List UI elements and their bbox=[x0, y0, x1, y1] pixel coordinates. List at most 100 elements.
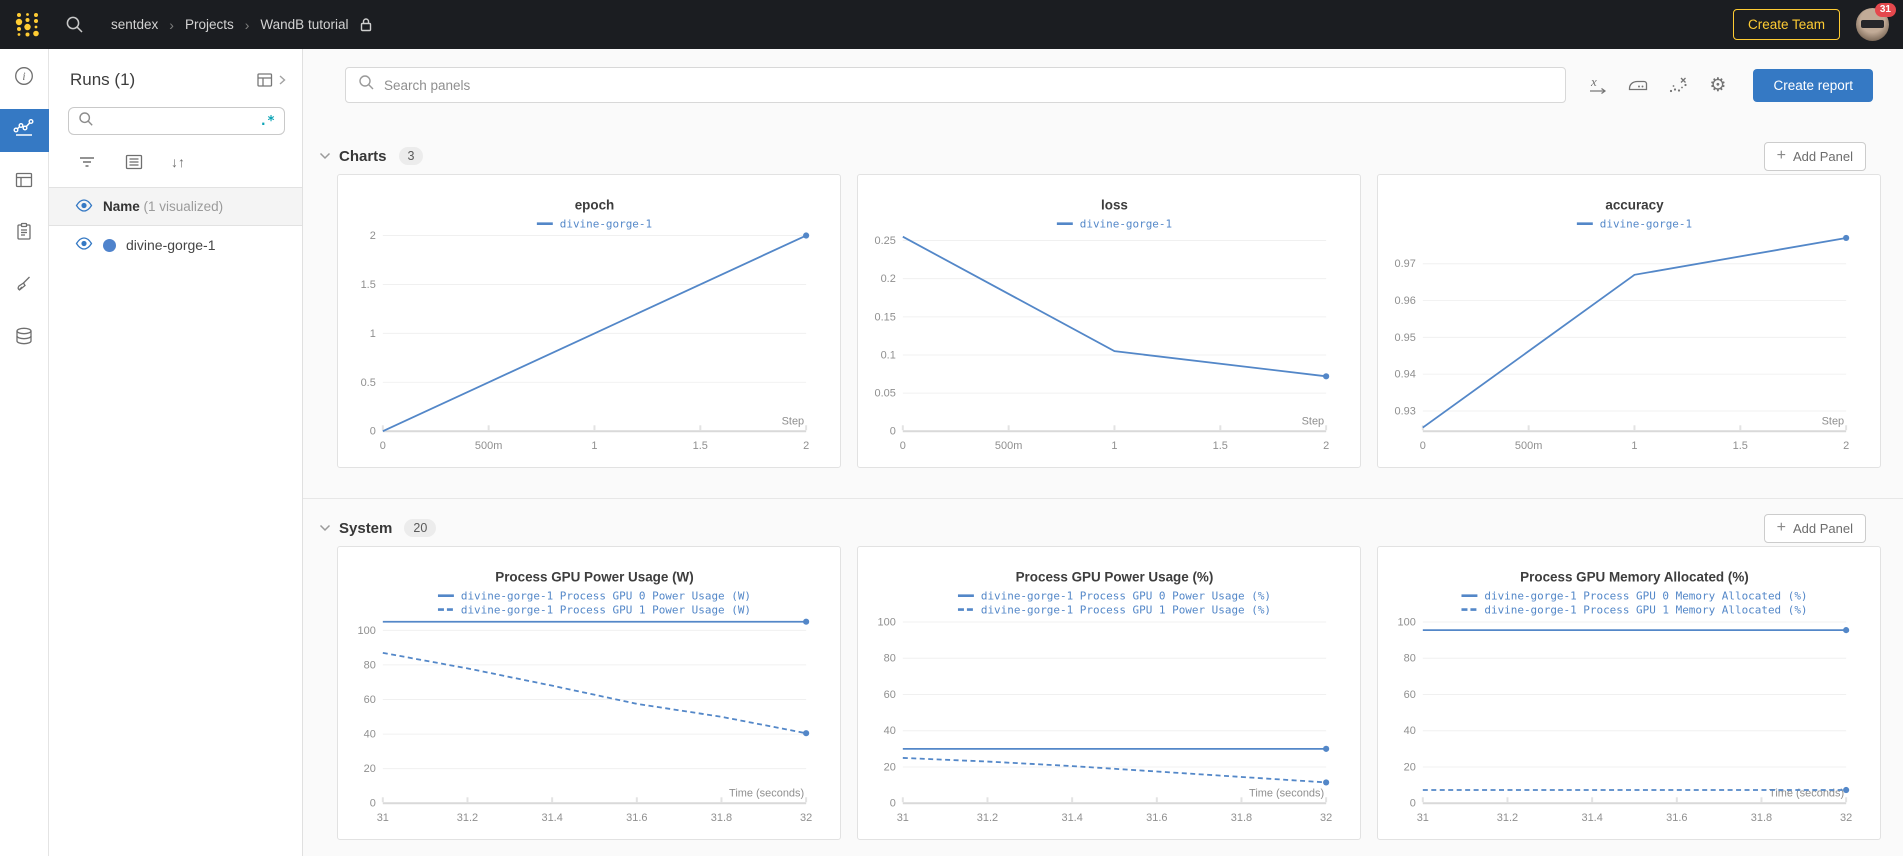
rail-item-artifacts[interactable] bbox=[0, 317, 49, 360]
info-icon: i bbox=[13, 65, 35, 92]
add-panel-button[interactable]: + Add Panel bbox=[1763, 141, 1866, 171]
svg-text:60: 60 bbox=[1404, 689, 1416, 701]
panel-gpu-memory-percent[interactable]: 0 20 40 60 80 100 31 31.2 31.4 31.6 31.8 32 Time (se… bbox=[1377, 546, 1881, 840]
panel-epoch[interactable]: 0 0.5 1 1.5 2 0 500m 1 1.5 2 Step epoch divine-gorge… bbox=[337, 174, 841, 468]
clipboard-icon bbox=[13, 221, 35, 248]
svg-text:Time (seconds): Time (seconds) bbox=[1249, 787, 1324, 799]
runs-sidebar: Runs (1) .* bbox=[49, 49, 303, 856]
svg-text:x: x bbox=[1590, 75, 1597, 89]
svg-text:31.6: 31.6 bbox=[626, 812, 647, 824]
svg-text:Time (seconds): Time (seconds) bbox=[729, 787, 804, 799]
runs-search-input[interactable] bbox=[101, 113, 253, 129]
rail-item-table[interactable] bbox=[0, 161, 49, 204]
name-column-label: Name bbox=[103, 199, 140, 214]
rail-item-sweeps[interactable] bbox=[0, 265, 49, 308]
svg-text:1: 1 bbox=[1111, 440, 1117, 452]
left-icon-rail: i bbox=[0, 49, 49, 856]
section-system: System 20 + Add Panel 0 20 40 60 80 100 31 31.2… bbox=[303, 498, 1903, 840]
svg-text:accuracy: accuracy bbox=[1605, 198, 1664, 213]
section-charts: Charts 3 + Add Panel 0 0.5 1 1.5 2 0 500m 1 1.5 2… bbox=[303, 141, 1903, 468]
eye-icon[interactable] bbox=[75, 237, 93, 253]
breadcrumb-projects[interactable]: Projects bbox=[184, 17, 234, 32]
panel-accuracy[interactable]: 0.93 0.94 0.95 0.96 0.97 0 500m 1 1.5 2 Step accura… bbox=[1377, 174, 1881, 468]
breadcrumb-entity[interactable]: sentdex bbox=[111, 17, 159, 32]
panel-loss[interactable]: 0 0.05 0.1 0.15 0.2 0.25 0 500m 1 1.5 2 Step loss div… bbox=[857, 174, 1361, 468]
panel-count-badge: 20 bbox=[404, 519, 437, 537]
divider bbox=[49, 187, 302, 188]
svg-text:divine-gorge-1 Process GPU 1 P: divine-gorge-1 Process GPU 1 Power Usage… bbox=[461, 604, 751, 617]
create-report-button[interactable]: Create report bbox=[1753, 68, 1873, 102]
svg-text:Step: Step bbox=[1822, 415, 1845, 427]
run-row[interactable]: divine-gorge-1 bbox=[49, 226, 302, 264]
svg-text:80: 80 bbox=[1404, 653, 1416, 665]
svg-text:31.8: 31.8 bbox=[711, 812, 732, 824]
add-panel-button[interactable]: + Add Panel bbox=[1763, 513, 1866, 543]
outliers-icon[interactable] bbox=[1662, 72, 1693, 98]
runs-name-column-header[interactable]: Name (1 visualized) bbox=[49, 188, 302, 226]
smoothing-iron-icon[interactable] bbox=[1622, 72, 1653, 98]
x-axis-settings-icon[interactable]: x bbox=[1582, 72, 1613, 98]
notification-badge: 31 bbox=[1874, 2, 1896, 17]
rail-item-logs[interactable] bbox=[0, 213, 49, 256]
svg-text:0.96: 0.96 bbox=[1395, 295, 1416, 307]
plus-icon: + bbox=[1776, 519, 1786, 536]
wandb-logo-icon[interactable] bbox=[14, 11, 41, 38]
svg-text:1.5: 1.5 bbox=[1213, 440, 1228, 452]
chevron-down-icon[interactable] bbox=[319, 147, 331, 165]
topbar-search-icon[interactable] bbox=[65, 15, 84, 34]
svg-text:80: 80 bbox=[884, 653, 896, 665]
svg-text:20: 20 bbox=[884, 761, 896, 773]
svg-text:divine-gorge-1: divine-gorge-1 bbox=[1600, 218, 1692, 231]
svg-text:divine-gorge-1 Process GPU 1 M: divine-gorge-1 Process GPU 1 Memory Allo… bbox=[1484, 604, 1807, 617]
svg-text:100: 100 bbox=[358, 625, 376, 637]
expand-table-button[interactable] bbox=[257, 72, 286, 88]
svg-text:31.6: 31.6 bbox=[1146, 812, 1167, 824]
user-menu: 31 bbox=[1856, 2, 1896, 42]
svg-text:Step: Step bbox=[1302, 415, 1325, 427]
svg-text:31.8: 31.8 bbox=[1231, 812, 1252, 824]
eye-icon[interactable] bbox=[75, 198, 93, 215]
panel-gpu-power-watts[interactable]: 0 20 40 60 80 100 31 31.2 31.4 31.6 31.8 32 Time (se… bbox=[337, 546, 841, 840]
svg-text:Process GPU Memory Allocated (: Process GPU Memory Allocated (%) bbox=[1520, 570, 1749, 585]
gpu-power-watts-chart: 0 20 40 60 80 100 31 31.2 31.4 31.6 31.8 32 Time (se… bbox=[358, 570, 813, 824]
filter-button[interactable] bbox=[77, 154, 97, 170]
line-chart-icon bbox=[12, 116, 36, 145]
search-panels-input[interactable] bbox=[384, 77, 1554, 93]
svg-text:32: 32 bbox=[1320, 812, 1332, 824]
svg-text:0.1: 0.1 bbox=[881, 349, 896, 361]
section-title[interactable]: Charts bbox=[339, 147, 387, 165]
breadcrumb: sentdex › Projects › WandB tutorial bbox=[111, 17, 373, 33]
rail-item-workspace-charts[interactable] bbox=[0, 109, 49, 152]
svg-text:0.5: 0.5 bbox=[361, 377, 376, 389]
sort-button[interactable]: ↓↑ bbox=[171, 154, 185, 170]
svg-text:divine-gorge-1 Process GPU 0 M: divine-gorge-1 Process GPU 0 Memory Allo… bbox=[1484, 590, 1807, 603]
svg-text:1: 1 bbox=[1631, 440, 1637, 452]
display-settings-button[interactable] bbox=[124, 154, 144, 170]
breadcrumb-separator: › bbox=[169, 16, 174, 33]
panel-gpu-power-percent[interactable]: 0 20 40 60 80 100 31 31.2 31.4 31.6 31.8 32 Time (se… bbox=[857, 546, 1361, 840]
svg-text:31.4: 31.4 bbox=[1581, 812, 1602, 824]
chevron-down-icon[interactable] bbox=[319, 519, 331, 537]
gpu-memory-percent-chart: 0 20 40 60 80 100 31 31.2 31.4 31.6 31.8 32 Time (se… bbox=[1398, 570, 1853, 824]
svg-text:divine-gorge-1 Process GPU 1 P: divine-gorge-1 Process GPU 1 Power Usage… bbox=[981, 604, 1271, 617]
svg-text:1.5: 1.5 bbox=[1733, 440, 1748, 452]
section-title[interactable]: System bbox=[339, 519, 393, 537]
svg-text:31.6: 31.6 bbox=[1666, 812, 1687, 824]
svg-text:31.4: 31.4 bbox=[1061, 812, 1082, 824]
svg-text:epoch: epoch bbox=[575, 198, 615, 213]
regex-toggle[interactable]: .* bbox=[259, 113, 275, 129]
main-content: x bbox=[303, 49, 1903, 856]
breadcrumb-project-name[interactable]: WandB tutorial bbox=[260, 17, 349, 32]
svg-text:31.4: 31.4 bbox=[541, 812, 562, 824]
settings-gear-icon[interactable]: ⚙ bbox=[1709, 74, 1727, 96]
svg-text:1: 1 bbox=[591, 440, 597, 452]
run-name[interactable]: divine-gorge-1 bbox=[126, 237, 216, 253]
svg-text:40: 40 bbox=[884, 725, 896, 737]
svg-text:31: 31 bbox=[897, 812, 909, 824]
rail-item-overview[interactable]: i bbox=[0, 57, 49, 100]
create-team-button[interactable]: Create Team bbox=[1732, 9, 1840, 40]
svg-text:500m: 500m bbox=[1515, 440, 1542, 452]
svg-text:Process GPU Power Usage (%): Process GPU Power Usage (%) bbox=[1016, 570, 1214, 585]
svg-text:40: 40 bbox=[1404, 725, 1416, 737]
svg-text:100: 100 bbox=[878, 616, 896, 628]
